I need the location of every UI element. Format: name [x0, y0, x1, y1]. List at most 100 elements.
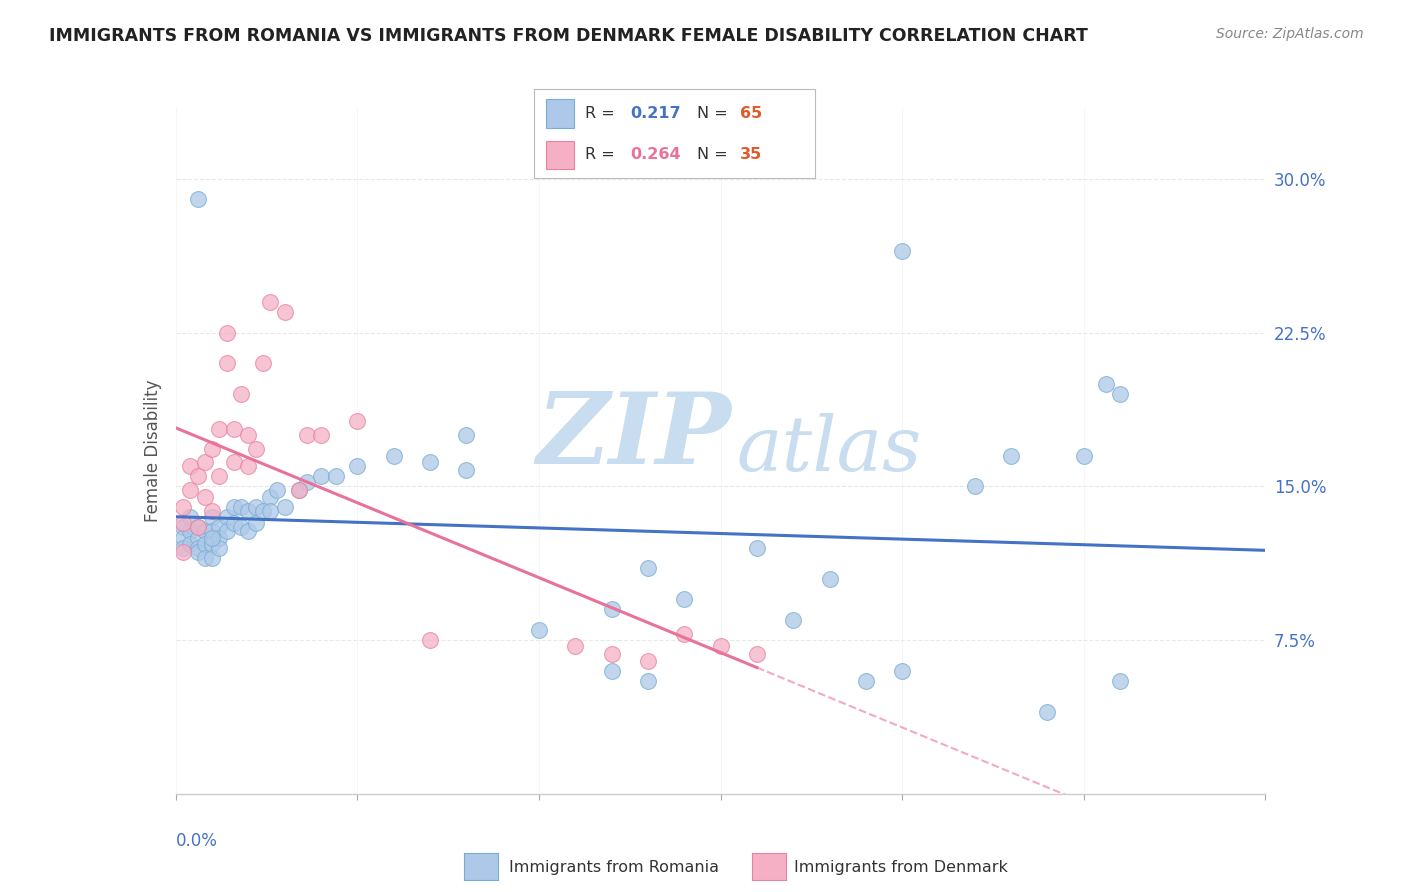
Point: [295, 475, 318, 490]
Point: [201, 504, 224, 518]
Point: [179, 524, 201, 539]
Point: [172, 531, 194, 545]
Point: [382, 449, 405, 463]
Text: ZIP: ZIP: [536, 389, 731, 485]
Point: [673, 627, 696, 641]
Point: [963, 479, 986, 493]
Point: [238, 504, 260, 518]
Point: [172, 541, 194, 555]
Point: [172, 516, 194, 531]
Point: [346, 414, 368, 428]
Point: [891, 244, 914, 258]
Y-axis label: Female Disability: Female Disability: [143, 379, 162, 522]
Point: [208, 531, 231, 545]
Point: [637, 654, 659, 668]
Point: [245, 500, 267, 514]
Point: [201, 510, 224, 524]
Point: [201, 531, 224, 545]
Text: IMMIGRANTS FROM ROMANIA VS IMMIGRANTS FROM DENMARK FEMALE DISABILITY CORRELATION: IMMIGRANTS FROM ROMANIA VS IMMIGRANTS FR…: [49, 27, 1088, 45]
Point: [179, 483, 201, 498]
Point: [745, 648, 768, 662]
Point: [637, 561, 659, 575]
Point: [274, 500, 297, 514]
Point: [288, 483, 311, 498]
Point: [186, 531, 209, 545]
Point: [1109, 674, 1132, 689]
Point: [637, 674, 659, 689]
Point: [222, 500, 245, 514]
Text: 0.264: 0.264: [630, 147, 681, 161]
Point: [194, 537, 217, 551]
Point: [201, 537, 224, 551]
Point: [855, 674, 877, 689]
Point: [179, 510, 201, 524]
Point: [186, 520, 209, 534]
Point: [194, 455, 217, 469]
Point: [1094, 376, 1116, 391]
Text: 0.217: 0.217: [630, 106, 681, 120]
Point: [309, 428, 332, 442]
Point: [1036, 705, 1059, 719]
Text: R =: R =: [585, 106, 620, 120]
Point: [186, 545, 209, 559]
Point: [259, 504, 281, 518]
Text: Immigrants from Romania: Immigrants from Romania: [509, 860, 718, 874]
Text: 0.0%: 0.0%: [176, 831, 218, 850]
Point: [245, 516, 267, 531]
Point: [710, 640, 733, 654]
Point: [231, 500, 253, 514]
Point: [172, 500, 194, 514]
Point: [222, 455, 245, 469]
Text: N =: N =: [697, 147, 734, 161]
FancyBboxPatch shape: [546, 141, 574, 169]
Point: [1000, 449, 1022, 463]
Point: [309, 469, 332, 483]
Point: [252, 356, 274, 370]
Point: [215, 510, 238, 524]
Point: [215, 356, 238, 370]
Point: [186, 469, 209, 483]
Point: [194, 490, 217, 504]
Text: atlas: atlas: [737, 414, 922, 487]
Point: [186, 520, 209, 534]
Point: [564, 640, 586, 654]
Point: [215, 524, 238, 539]
Point: [259, 490, 281, 504]
Point: [215, 326, 238, 340]
Text: Source: ZipAtlas.com: Source: ZipAtlas.com: [1216, 27, 1364, 41]
Point: [201, 442, 224, 457]
Point: [1073, 449, 1095, 463]
Point: [208, 469, 231, 483]
Text: 65: 65: [740, 106, 762, 120]
Point: [252, 504, 274, 518]
Point: [238, 428, 260, 442]
Point: [1109, 387, 1132, 401]
Point: [346, 458, 368, 473]
Point: [274, 305, 297, 319]
Point: [201, 551, 224, 566]
Point: [201, 524, 224, 539]
Point: [194, 524, 217, 539]
Point: [325, 469, 347, 483]
Point: [456, 428, 478, 442]
Point: [600, 602, 623, 616]
Text: N =: N =: [697, 106, 734, 120]
Point: [222, 516, 245, 531]
Point: [231, 387, 253, 401]
Point: [245, 442, 267, 457]
Point: [172, 520, 194, 534]
Point: [259, 294, 281, 309]
Point: [186, 192, 209, 206]
Point: [266, 483, 288, 498]
Text: 35: 35: [740, 147, 762, 161]
Point: [782, 613, 804, 627]
Point: [745, 541, 768, 555]
Text: Immigrants from Denmark: Immigrants from Denmark: [794, 860, 1008, 874]
Point: [179, 537, 201, 551]
Point: [527, 623, 550, 637]
Point: [208, 541, 231, 555]
Point: [600, 648, 623, 662]
Point: [456, 463, 478, 477]
Point: [208, 520, 231, 534]
Point: [172, 545, 194, 559]
